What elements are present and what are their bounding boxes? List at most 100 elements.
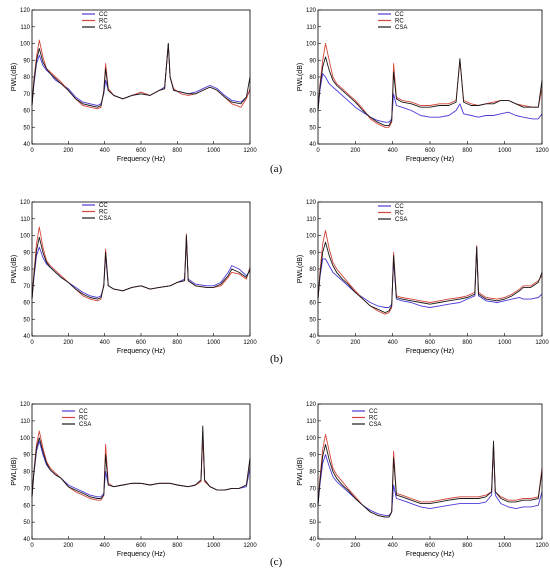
x-axis-label: Frequency (Hz) — [406, 156, 454, 163]
series-line-csa — [31, 43, 251, 108]
y-tick-label: 70 — [309, 284, 316, 290]
series-line-rc — [317, 43, 543, 128]
x-axis-label: Frequency (Hz) — [117, 156, 165, 163]
y-axis-label: PWL(dB) — [11, 63, 18, 91]
y-tick-label: 90 — [23, 453, 30, 459]
x-tick-label: 600 — [136, 148, 147, 154]
x-tick-label: 200 — [63, 148, 74, 154]
x-tick-label: 1000 — [498, 148, 512, 154]
y-tick-label: 90 — [309, 58, 316, 64]
legend-label-rc: RC — [395, 19, 404, 25]
plot-frame — [317, 201, 543, 337]
y-tick-label: 90 — [309, 453, 316, 459]
legend-label-csa: CSA — [79, 422, 91, 428]
legend-label-rc: RC — [369, 416, 378, 422]
x-tick-label: 1000 — [207, 543, 221, 549]
y-tick-label: 70 — [309, 486, 316, 492]
series-line-csa — [317, 241, 543, 314]
y-tick-label: 110 — [20, 25, 30, 31]
y-tick-label: 110 — [20, 419, 30, 425]
y-tick-label: 120 — [20, 402, 31, 408]
x-tick-label: 1200 — [535, 148, 549, 154]
y-tick-label: 120 — [306, 402, 317, 408]
x-tick-label: 1000 — [207, 340, 221, 346]
y-tick-label: 80 — [23, 267, 30, 273]
legend-label-csa: CSA — [99, 216, 111, 222]
legend-label-rc: RC — [99, 19, 108, 25]
series-line-cc — [31, 43, 251, 106]
y-tick-label: 40 — [23, 142, 30, 148]
x-axis-label: Frequency (Hz) — [117, 348, 165, 355]
x-tick-label: 1000 — [498, 340, 512, 346]
y-tick-label: 50 — [23, 125, 30, 131]
x-tick-label: 400 — [388, 340, 399, 346]
y-tick-label: 70 — [23, 92, 30, 98]
series-line-rc — [317, 433, 543, 518]
legend-label-csa: CSA — [99, 25, 111, 31]
x-tick-label: 600 — [136, 340, 147, 346]
legend-label-cc: CC — [99, 12, 108, 18]
y-tick-label: 50 — [309, 520, 316, 526]
y-tick-label: 110 — [20, 217, 30, 223]
series-line-cc — [317, 73, 543, 123]
y-tick-label: 110 — [306, 419, 316, 425]
y-tick-label: 80 — [309, 75, 316, 81]
series-line-csa — [31, 425, 251, 499]
y-tick-label: 50 — [23, 520, 30, 526]
x-tick-label: 800 — [462, 543, 473, 549]
legend-label-cc: CC — [395, 204, 404, 210]
y-tick-label: 90 — [23, 58, 30, 64]
caption-a: (a) — [270, 163, 283, 175]
x-axis-label: Frequency (Hz) — [406, 551, 454, 558]
y-tick-label: 110 — [306, 217, 316, 223]
series-line-csa — [317, 56, 543, 127]
y-tick-label: 80 — [23, 470, 30, 476]
x-tick-label: 0 — [316, 543, 320, 549]
y-tick-label: 60 — [23, 503, 30, 509]
x-tick-label: 600 — [425, 148, 436, 154]
x-tick-label: 600 — [136, 543, 147, 549]
y-axis-label: PWL(dB) — [297, 63, 304, 91]
x-tick-label: 200 — [63, 340, 74, 346]
x-tick-label: 800 — [172, 148, 183, 154]
y-tick-label: 120 — [20, 200, 31, 206]
legend-label-rc: RC — [79, 416, 88, 422]
plot-frame — [31, 403, 251, 540]
y-tick-label: 120 — [20, 8, 31, 14]
legend-label-csa: CSA — [369, 422, 381, 428]
caption-b: (b) — [270, 353, 283, 365]
y-tick-label: 60 — [23, 301, 30, 307]
legend-label-csa: CSA — [395, 217, 407, 223]
x-tick-label: 800 — [462, 340, 473, 346]
y-tick-label: 70 — [309, 92, 316, 98]
series-line-rc — [31, 39, 251, 110]
y-tick-label: 100 — [306, 436, 317, 442]
y-tick-label: 60 — [309, 301, 316, 307]
plot-frame — [31, 201, 251, 337]
x-tick-label: 200 — [63, 543, 74, 549]
x-tick-label: 200 — [350, 543, 361, 549]
y-tick-label: 120 — [306, 8, 317, 14]
y-tick-label: 40 — [23, 334, 30, 340]
y-tick-label: 110 — [306, 25, 316, 31]
series-line-rc — [31, 226, 251, 302]
x-tick-label: 1200 — [243, 543, 257, 549]
x-tick-label: 800 — [172, 340, 183, 346]
plot-frame — [31, 9, 251, 145]
y-tick-label: 40 — [309, 334, 316, 340]
series-line-csa — [31, 235, 251, 300]
y-tick-label: 70 — [23, 284, 30, 290]
y-tick-label: 100 — [306, 234, 317, 240]
y-tick-label: 70 — [23, 486, 30, 492]
x-tick-label: 1200 — [243, 148, 257, 154]
x-tick-label: 1200 — [243, 340, 257, 346]
legend-label-cc: CC — [369, 409, 378, 415]
x-tick-label: 800 — [172, 543, 183, 549]
